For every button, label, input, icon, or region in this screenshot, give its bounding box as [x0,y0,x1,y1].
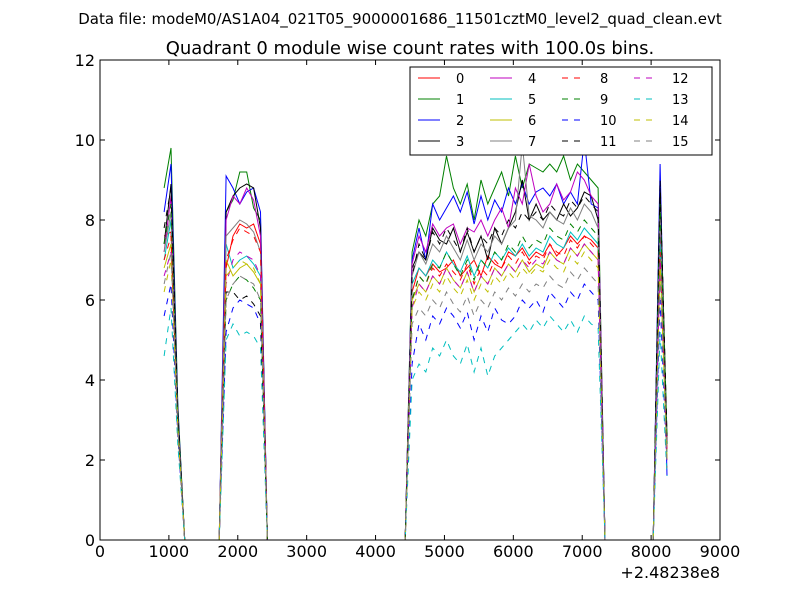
series-line-0 [163,223,668,541]
figure-suptitle: Data file: modeM0/AS1A04_021T05_90000016… [78,10,722,29]
series-line-4 [163,163,668,541]
legend-label-0: 0 [456,72,464,87]
series-line-14 [163,251,668,541]
y-tick-label: 10 [75,131,95,150]
series-line-1 [163,147,668,541]
series-line-2 [163,139,668,541]
x-tick-label: 0 [95,542,105,561]
series-line-9 [163,203,668,541]
x-axis: 0 1000 2000 3000 4000 5000 6000 7000 8000 9000 [95,60,740,561]
x-tick-label: 5000 [424,542,465,561]
x-tick-label: 3000 [286,542,327,561]
legend-label-8: 8 [600,72,608,87]
legend-label-6: 6 [528,114,536,129]
legend-label-5: 5 [528,93,536,108]
legend-frame [409,66,713,156]
x-tick-label: 4000 [355,542,396,561]
x-tick-label: 8000 [631,542,672,561]
x-tick-label: 9000 [700,542,741,561]
series-line-6 [163,243,668,541]
legend-label-2: 2 [456,114,464,129]
legend-label-15: 15 [672,135,689,150]
legend-label-9: 9 [600,93,608,108]
series-line-10 [163,283,668,541]
x-tick-label: 7000 [562,542,603,561]
legend-label-3: 3 [456,135,464,150]
legend-label-10: 10 [600,114,617,129]
legend-label-7: 7 [528,135,536,150]
series-line-8 [163,227,668,541]
y-tick-label: 8 [85,211,95,230]
series-layer [163,139,668,541]
legend-label-11: 11 [600,135,617,150]
legend-label-12: 12 [672,72,689,87]
series-line-5 [163,219,668,541]
series-line-12 [163,243,668,541]
y-tick-label: 4 [85,371,95,390]
series-line-3 [163,179,668,541]
x-tick-label: 2000 [217,542,258,561]
legend-label-13: 13 [672,93,689,108]
legend-label-14: 14 [672,114,689,129]
chart-title: Quadrant 0 module wise count rates with … [166,38,655,59]
legend-label-4: 4 [528,72,536,87]
series-line-13 [163,307,668,541]
y-tick-label: 2 [85,451,95,470]
legend-label-1: 1 [456,93,464,108]
x-tick-label: 1000 [149,542,190,561]
y-tick-label: 0 [85,531,95,550]
x-offset-label: +2.48238e8 [620,563,720,582]
x-tick-label: 6000 [493,542,534,561]
y-tick-label: 6 [85,291,95,310]
series-line-7 [163,143,668,541]
y-tick-label: 12 [75,51,95,70]
